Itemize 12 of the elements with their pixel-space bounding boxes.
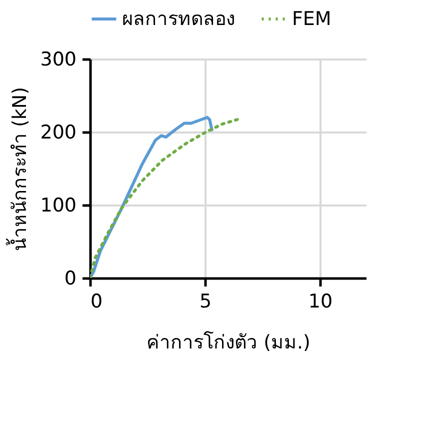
x-tick-label: 10 bbox=[308, 290, 333, 312]
line-series bbox=[90, 117, 241, 278]
y-tick-label: 0 bbox=[64, 268, 76, 290]
y-tick-label: 300 bbox=[40, 48, 76, 70]
y-tick-label: 200 bbox=[40, 122, 76, 144]
x-tick-label: 0 bbox=[90, 290, 103, 312]
y-axis-title: น้ำหนักกระทำ (kN) bbox=[6, 86, 32, 252]
legend-label: ผลการทดลอง bbox=[122, 8, 235, 30]
x-tick-label: 5 bbox=[199, 290, 212, 312]
legend-label: FEM bbox=[292, 8, 332, 30]
y-tick-label: 100 bbox=[40, 194, 76, 216]
x-axis-title: ค่าการโก่งตัว (มม.) bbox=[146, 330, 310, 354]
